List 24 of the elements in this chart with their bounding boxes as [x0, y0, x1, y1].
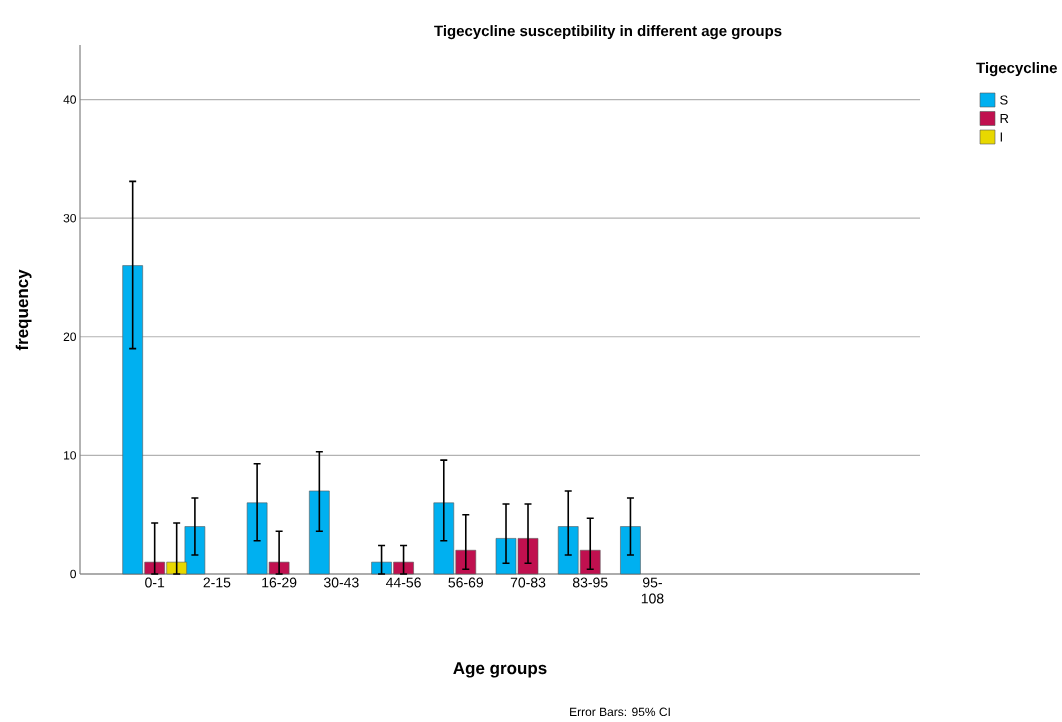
x-tick-label: 83-95 — [572, 577, 608, 588]
x-tick-label: 70-83 — [510, 577, 546, 588]
y-tick-label: 10 — [64, 451, 77, 460]
legend-label: R — [1000, 114, 1009, 123]
bar — [309, 490, 330, 575]
legend-label: S — [1000, 95, 1008, 105]
x-tick-label: 2-15 — [203, 577, 231, 588]
x-tick-label: 44-56 — [385, 577, 421, 588]
x-axis-title: Age groups — [453, 662, 547, 678]
x-tick-label: 56-69 — [448, 577, 484, 588]
bar — [620, 526, 641, 575]
y-axis-title: frequency — [15, 269, 32, 351]
y-tick-label: 20 — [63, 332, 77, 342]
x-tick-label: 16-29 — [262, 577, 297, 588]
legend-label: I — [1000, 132, 1002, 142]
text: Error Bars: 95% CI — [570, 707, 670, 717]
x-tick-label: 0-1 — [145, 577, 165, 588]
legend-title: Tigecycline — [976, 62, 1057, 77]
y-tick-label: 30 — [63, 213, 77, 223]
y-tick-label: 40 — [63, 95, 77, 104]
x-tick-label: 30-43 — [323, 577, 359, 588]
chart-title: Tigecycline susceptibility in different age groups — [434, 25, 782, 40]
x-tick-label: 95-108 — [641, 577, 664, 604]
y-tick-label: 0 — [70, 569, 77, 579]
